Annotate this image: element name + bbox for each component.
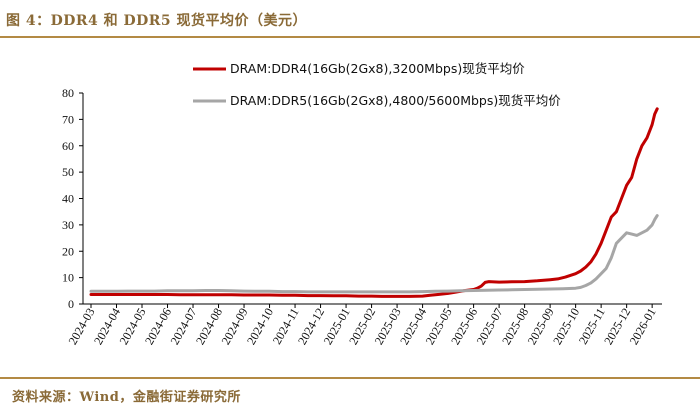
y-tick-label: 20 (62, 244, 74, 258)
y-tick-label: 60 (62, 139, 74, 153)
chart-title-text: 图 4：DDR4 和 DDR5 现货平均价（美元） (6, 13, 308, 29)
series-line-ddr5 (89, 214, 659, 294)
chart-title: 图 4：DDR4 和 DDR5 现货平均价（美元） (0, 0, 700, 38)
y-tick-label: 30 (62, 218, 74, 232)
source-note: 资料来源：Wind，金融街证券研究所 (0, 377, 700, 417)
legend-label-ddr5: DRAM:DDR5(16Gb(2Gx8),4800/5600Mbps)现货平均价 (230, 93, 561, 108)
y-tick-label: 50 (62, 165, 74, 179)
y-tick-label: 0 (68, 297, 74, 311)
y-tick-label: 10 (62, 271, 74, 285)
series-line-ddr4 (89, 107, 659, 298)
legend-label-ddr4: DRAM:DDR4(16Gb(2Gx8),3200Mbps)现货平均价 (230, 61, 525, 76)
source-note-text: 资料来源：Wind，金融街证券研究所 (12, 390, 241, 405)
y-tick-label: 40 (62, 192, 74, 206)
y-tick-label: 70 (62, 112, 74, 126)
y-tick-label: 80 (62, 86, 74, 100)
